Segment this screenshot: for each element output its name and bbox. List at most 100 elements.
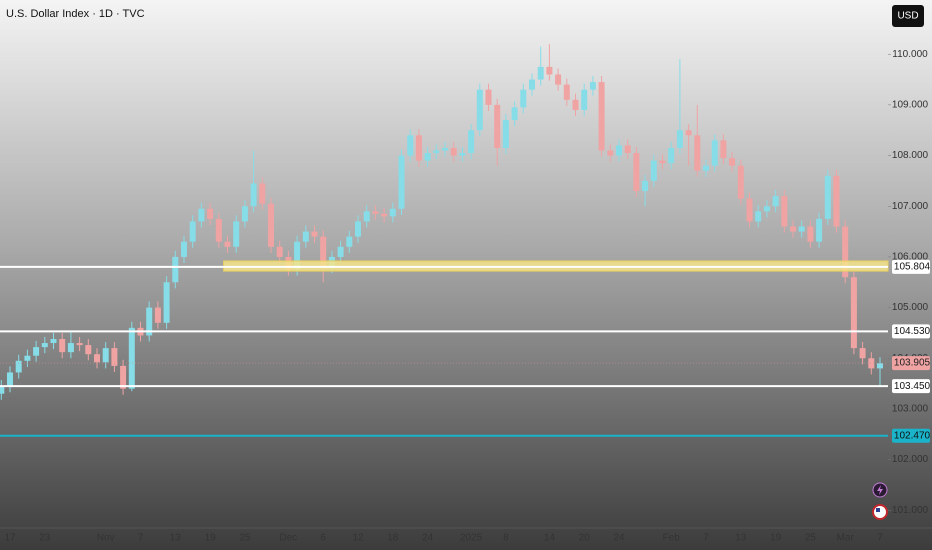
candle-body [729, 158, 736, 166]
candle-body [694, 135, 701, 171]
x-tick-label: 17 [4, 533, 16, 544]
candle-body [676, 130, 683, 148]
candle-body [346, 236, 353, 247]
x-tick-label: Dec [280, 533, 298, 544]
candle-body [433, 150, 440, 154]
candle-body [276, 246, 283, 257]
x-tick-label: 19 [770, 533, 782, 544]
candle-body [502, 120, 509, 148]
candle-body [268, 203, 274, 247]
price-label: 102.470 [894, 430, 931, 441]
candle-body [181, 241, 187, 257]
x-tick-label: 2025 [460, 533, 483, 544]
price-label-box [892, 379, 930, 394]
candle-body [120, 365, 127, 389]
x-tick-label: 25 [805, 533, 817, 544]
candle-body [485, 89, 492, 105]
candle-body [468, 130, 475, 154]
candle-body [424, 153, 431, 161]
candle-body [607, 150, 614, 156]
price-label: 105.804 [894, 261, 931, 272]
candle-body [259, 183, 266, 204]
price-label: 103.450 [894, 381, 931, 392]
price-label-box [892, 356, 930, 371]
candle-body [215, 218, 222, 242]
candle-body [85, 345, 92, 355]
candle-body [816, 218, 823, 242]
candle-body [537, 66, 544, 80]
candle-body [520, 89, 527, 108]
x-tick-label: 12 [352, 533, 364, 544]
candle-body [337, 246, 344, 257]
plot [0, 44, 883, 400]
candle-body [685, 130, 692, 136]
candle-body [146, 307, 153, 336]
candle-body [33, 347, 40, 356]
candle-body [67, 343, 74, 353]
candle-body [476, 89, 483, 131]
candle-body [668, 147, 675, 164]
price-label-box [892, 259, 930, 274]
candle-body [320, 236, 327, 268]
y-tick-label: 101.000 [892, 505, 929, 516]
currency-label[interactable]: USD [897, 11, 918, 22]
x-tick-label: 24 [422, 533, 434, 544]
x-tick-label: 24 [613, 533, 625, 544]
x-tick-label: 13 [735, 533, 747, 544]
currency-button[interactable] [892, 5, 924, 27]
x-tick-label: 7 [703, 533, 709, 544]
x-tick-label: Feb [663, 533, 681, 544]
candle-body [763, 206, 770, 212]
candle-body [598, 82, 605, 151]
candle-body [850, 277, 857, 349]
candle-body [711, 140, 718, 166]
candle-body [111, 348, 118, 366]
candle-body [737, 165, 744, 199]
candle-body [294, 241, 301, 270]
candle-body [389, 208, 396, 217]
candle-body [746, 198, 753, 222]
candle-body [189, 221, 196, 242]
y-tick-label: 105.000 [892, 302, 929, 313]
candle-body [790, 226, 796, 232]
x-tick-label: Nov [97, 533, 115, 544]
candle-body [450, 147, 457, 156]
candle-body [102, 348, 109, 363]
price-label: 104.530 [894, 326, 931, 337]
x-tick-label: 7 [877, 533, 883, 544]
x-tick-label: 23 [39, 533, 51, 544]
y-tick-label: 102.000 [892, 454, 929, 465]
candle-body [877, 363, 883, 369]
chart-title: U.S. Dollar Index · 1D · TVC [6, 8, 145, 20]
y-tick-label: 110.000 [892, 49, 928, 60]
y-tick-label: 106.000 [892, 252, 929, 263]
candle-body [824, 175, 831, 219]
candle-body [572, 99, 579, 110]
candle-body [50, 338, 57, 344]
candle-body [355, 221, 361, 237]
candle-body [720, 140, 727, 159]
candle-body [807, 226, 814, 242]
x-tick-label: 13 [170, 533, 182, 544]
candle-body [76, 343, 83, 346]
candle-body [224, 241, 231, 247]
candle-body [781, 196, 788, 227]
candle-body [233, 221, 240, 247]
x-tick-label: 19 [205, 533, 217, 544]
candle-body [363, 211, 370, 222]
x-tick-label: 8 [503, 533, 509, 544]
candle-body [842, 226, 849, 278]
candle-body [546, 66, 553, 75]
candle-body [128, 327, 135, 389]
x-tick-label: 6 [320, 533, 326, 544]
x-tick-label: 20 [579, 533, 591, 544]
x-tick-label: Mar [837, 533, 855, 544]
price-label-box [892, 428, 930, 443]
candle-body [415, 135, 422, 161]
x-tick-label: 18 [387, 533, 399, 544]
candle-body [650, 160, 657, 181]
candle-body [642, 180, 649, 192]
candle-body [15, 360, 22, 373]
price-label: 103.905 [894, 358, 931, 369]
